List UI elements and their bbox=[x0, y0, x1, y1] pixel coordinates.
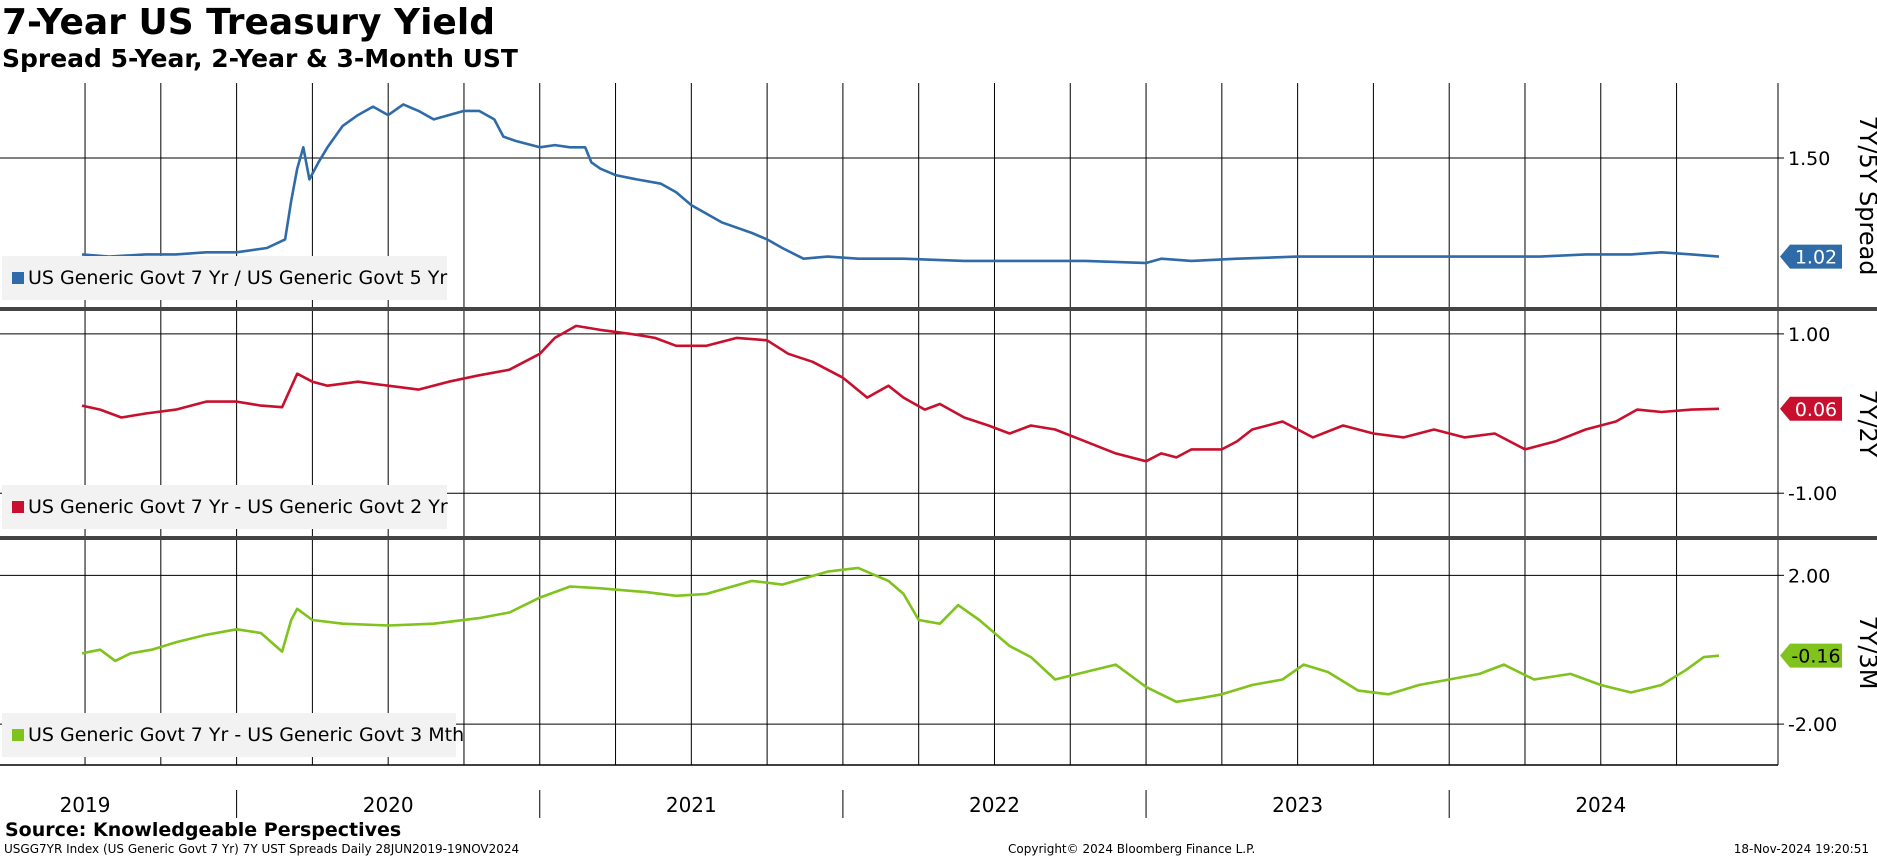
last-value-tag bbox=[1780, 396, 1842, 421]
legend-label: US Generic Govt 7 Yr / US Generic Govt 5… bbox=[28, 267, 447, 289]
legend-box bbox=[2, 256, 447, 300]
series-line bbox=[81, 103, 1720, 265]
legend-swatch bbox=[12, 272, 24, 284]
panel-separator bbox=[0, 307, 1877, 311]
legend-box bbox=[2, 713, 456, 757]
y-tick-label: -2.00 bbox=[1788, 714, 1837, 736]
x-tick-label: 2021 bbox=[666, 793, 717, 817]
x-tick-label: 2019 bbox=[60, 793, 111, 817]
legend-label: US Generic Govt 7 Yr - US Generic Govt 2… bbox=[28, 496, 448, 518]
axis-title: 7Y/2Y bbox=[1854, 390, 1877, 458]
last-value-tag bbox=[1780, 244, 1842, 269]
footer-timestamp: 18-Nov-2024 19:20:51 bbox=[1733, 842, 1869, 856]
series-line bbox=[81, 324, 1720, 463]
legend-label: US Generic Govt 7 Yr - US Generic Govt 3… bbox=[28, 724, 464, 746]
y-tick-label: 1.00 bbox=[1788, 324, 1830, 346]
legend-swatch bbox=[12, 729, 24, 741]
x-tick-label: 2022 bbox=[969, 793, 1020, 817]
x-tick-label: 2023 bbox=[1272, 793, 1323, 817]
chart-title: 7-Year US Treasury Yield bbox=[2, 2, 495, 43]
x-tick-label: 2020 bbox=[363, 793, 414, 817]
y-tick-label: -1.00 bbox=[1788, 483, 1837, 505]
last-value-label: 1.02 bbox=[1795, 247, 1837, 269]
footer-index-info: USGG7YR Index (US Generic Govt 7 Yr) 7Y … bbox=[4, 842, 520, 856]
footer-copyright: Copyright© 2024 Bloomberg Finance L.P. bbox=[1008, 842, 1256, 856]
y-tick-label: 2.00 bbox=[1788, 565, 1830, 587]
legend-swatch bbox=[12, 501, 24, 513]
last-value-tag bbox=[1780, 643, 1842, 668]
last-value-label: -0.16 bbox=[1791, 646, 1840, 668]
axis-title: 7Y/3M bbox=[1854, 616, 1877, 690]
axis-title: 7Y/5Y Spread bbox=[1854, 115, 1877, 275]
panel-separator bbox=[0, 536, 1877, 540]
chart-subtitle: Spread 5-Year, 2-Year & 3-Month UST bbox=[2, 44, 518, 73]
last-value-label: 0.06 bbox=[1795, 399, 1837, 421]
x-tick-label: 2024 bbox=[1575, 793, 1626, 817]
chart-svg: 1.50 1.02 US Generic Govt 7 Yr / US Generi… bbox=[0, 83, 1877, 818]
y-tick-label: 1.50 bbox=[1788, 148, 1830, 170]
legend-box bbox=[2, 485, 447, 529]
series-line bbox=[81, 566, 1720, 704]
source-note: Source: Knowledgeable Perspectives bbox=[5, 819, 402, 841]
